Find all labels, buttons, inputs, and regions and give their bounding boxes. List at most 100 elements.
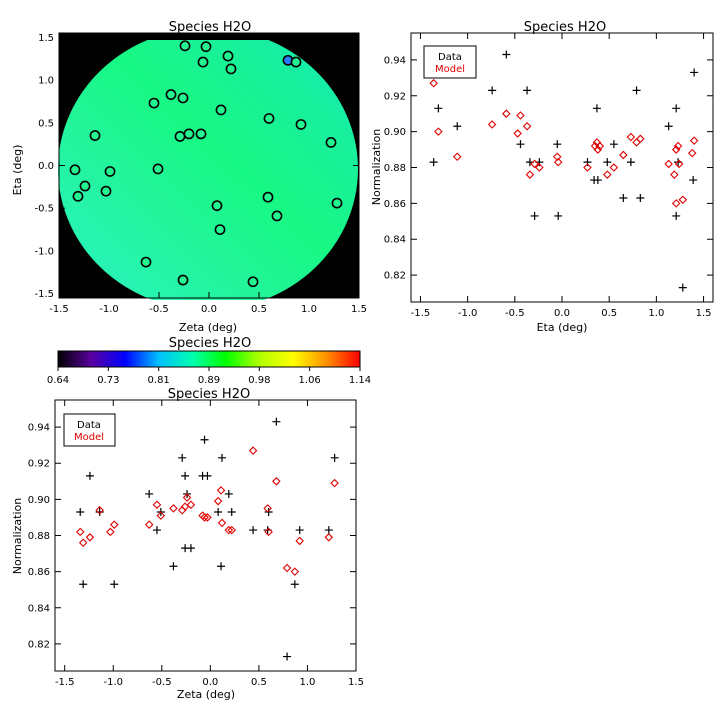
chart-zeta: Species H2O -1.5 -1.0 -0.5 0.0 0.5 1.0 1.5 0.82… bbox=[11, 387, 364, 701]
eta-model-point bbox=[553, 157, 563, 167]
map-ytick-label: -1.0 bbox=[34, 246, 54, 257]
zeta-ytick-label: 0.82 bbox=[28, 639, 50, 650]
eta-model-point bbox=[673, 141, 683, 151]
map-xtick-label: -0.5 bbox=[149, 304, 169, 315]
eta-data-point bbox=[553, 140, 562, 149]
map-point bbox=[140, 256, 152, 268]
zeta-model-point bbox=[290, 567, 300, 576]
zeta-model-point bbox=[144, 520, 154, 529]
colorbar-tick-label: 0.81 bbox=[148, 375, 170, 386]
zeta-model-point bbox=[109, 520, 119, 529]
zeta-model-point bbox=[182, 493, 192, 502]
eta-data-point bbox=[690, 68, 699, 77]
zeta-xtick-label: 1.0 bbox=[299, 677, 315, 688]
colorbar-tick-label: 1.06 bbox=[299, 375, 321, 386]
colorbar: Species H2O 0.64 0.73 0.81 0.89 0.98 1.06 1.14 bbox=[47, 336, 371, 386]
map-ytick-label: 0.5 bbox=[38, 118, 54, 129]
eta-model-point bbox=[626, 132, 636, 142]
zeta-xlabel: Zeta (deg) bbox=[177, 688, 235, 701]
zeta-legend-model: Model bbox=[74, 432, 104, 443]
eta-data-point bbox=[626, 158, 635, 167]
zeta-model-point bbox=[264, 527, 273, 537]
zeta-data-point bbox=[110, 580, 119, 589]
eta-data-point bbox=[592, 104, 601, 113]
map-point bbox=[69, 164, 81, 176]
map-ytick-label: 1.0 bbox=[38, 76, 54, 87]
colorbar-tick-label: 0.73 bbox=[97, 375, 119, 386]
zeta-model-point bbox=[224, 525, 234, 535]
map-ytick-label: -0.5 bbox=[34, 204, 54, 215]
map-point bbox=[325, 137, 337, 148]
eta-data-point bbox=[488, 86, 497, 95]
zeta-data-point bbox=[324, 526, 333, 535]
zeta-model-point bbox=[169, 504, 178, 513]
colorbar-tick-label: 0.98 bbox=[248, 375, 270, 386]
eta-xtick-label: 0.5 bbox=[601, 308, 617, 319]
zeta-ytick-label: 0.86 bbox=[28, 567, 50, 578]
zeta-ytick-label: 0.90 bbox=[28, 495, 50, 506]
chart-map: Species H2O -1.5 -1.0 -0.5 0.0 0.5 1.0 1.5 -1.5… bbox=[11, 20, 367, 334]
colorbar-tick-label: 1.14 bbox=[349, 375, 371, 386]
eta-model-point bbox=[530, 159, 539, 169]
zeta-model-point bbox=[75, 527, 85, 537]
zeta-xtick-label: 0.5 bbox=[251, 677, 267, 688]
zeta-model-point bbox=[330, 478, 339, 488]
eta-data-point bbox=[453, 122, 462, 131]
eta-data-point bbox=[429, 158, 438, 167]
map-xtick-label: -1.0 bbox=[99, 304, 119, 315]
zeta-model-point bbox=[106, 527, 115, 537]
eta-legend-data: Data bbox=[438, 52, 462, 63]
zeta-data-point bbox=[227, 508, 236, 517]
eta-model-point bbox=[487, 120, 497, 129]
map-ytick-label: 0.0 bbox=[38, 161, 54, 172]
zeta-data-point bbox=[264, 508, 273, 517]
map-point bbox=[100, 185, 112, 197]
map-point bbox=[263, 113, 275, 124]
zeta-model-point bbox=[85, 533, 95, 542]
colorbar-bar bbox=[57, 350, 361, 368]
zeta-legend: Data Model bbox=[63, 413, 116, 447]
zeta-data-point bbox=[200, 435, 209, 444]
eta-model-point bbox=[670, 170, 679, 179]
zeta-model-point bbox=[95, 505, 104, 515]
eta-ytick-label: 0.92 bbox=[384, 91, 406, 102]
eta-xtick-label: -1.5 bbox=[411, 308, 431, 319]
eta-data-point bbox=[593, 176, 602, 185]
eta-data-point bbox=[609, 140, 618, 149]
colorbar-title: Species H2O bbox=[169, 336, 251, 351]
zeta-data-point bbox=[290, 580, 299, 589]
zeta-data-point bbox=[79, 580, 88, 589]
zeta-model-point bbox=[216, 486, 226, 495]
zeta-data-point bbox=[181, 471, 190, 480]
map-point bbox=[225, 63, 237, 75]
zeta-ytick-label: 0.94 bbox=[28, 423, 50, 434]
eta-model-point bbox=[583, 163, 592, 172]
zeta-model-point bbox=[295, 536, 304, 546]
map-point bbox=[104, 166, 116, 177]
eta-xtick-label: -0.5 bbox=[505, 308, 525, 319]
map-xtick-label: -1.5 bbox=[49, 304, 69, 315]
eta-data-point bbox=[523, 86, 532, 95]
eta-model-point bbox=[525, 170, 535, 179]
eta-model-point bbox=[513, 129, 522, 138]
zeta-xtick-label: -1.0 bbox=[104, 677, 124, 688]
map-point bbox=[247, 276, 259, 288]
zeta-model-point bbox=[203, 513, 212, 522]
eta-model-point bbox=[636, 134, 645, 144]
eta-xtick-label: 1.5 bbox=[696, 308, 712, 319]
eta-xtick-label: 1.0 bbox=[648, 308, 664, 319]
map-ylabel: Eta (deg) bbox=[11, 145, 24, 196]
eta-data-point bbox=[619, 193, 628, 202]
zeta-model-point bbox=[213, 496, 223, 506]
eta-model-point bbox=[429, 78, 438, 88]
eta-model-point bbox=[434, 127, 443, 136]
zeta-data-point bbox=[76, 508, 85, 517]
zeta-data-point bbox=[145, 489, 154, 498]
zeta-data-point bbox=[295, 526, 304, 535]
map-point bbox=[174, 131, 186, 142]
zeta-xtick-label: 0.0 bbox=[202, 677, 218, 688]
eta-ytick-label: 0.82 bbox=[384, 271, 406, 282]
eta-ytick-label: 0.86 bbox=[384, 199, 406, 210]
map-title: Species H2O bbox=[169, 20, 251, 35]
